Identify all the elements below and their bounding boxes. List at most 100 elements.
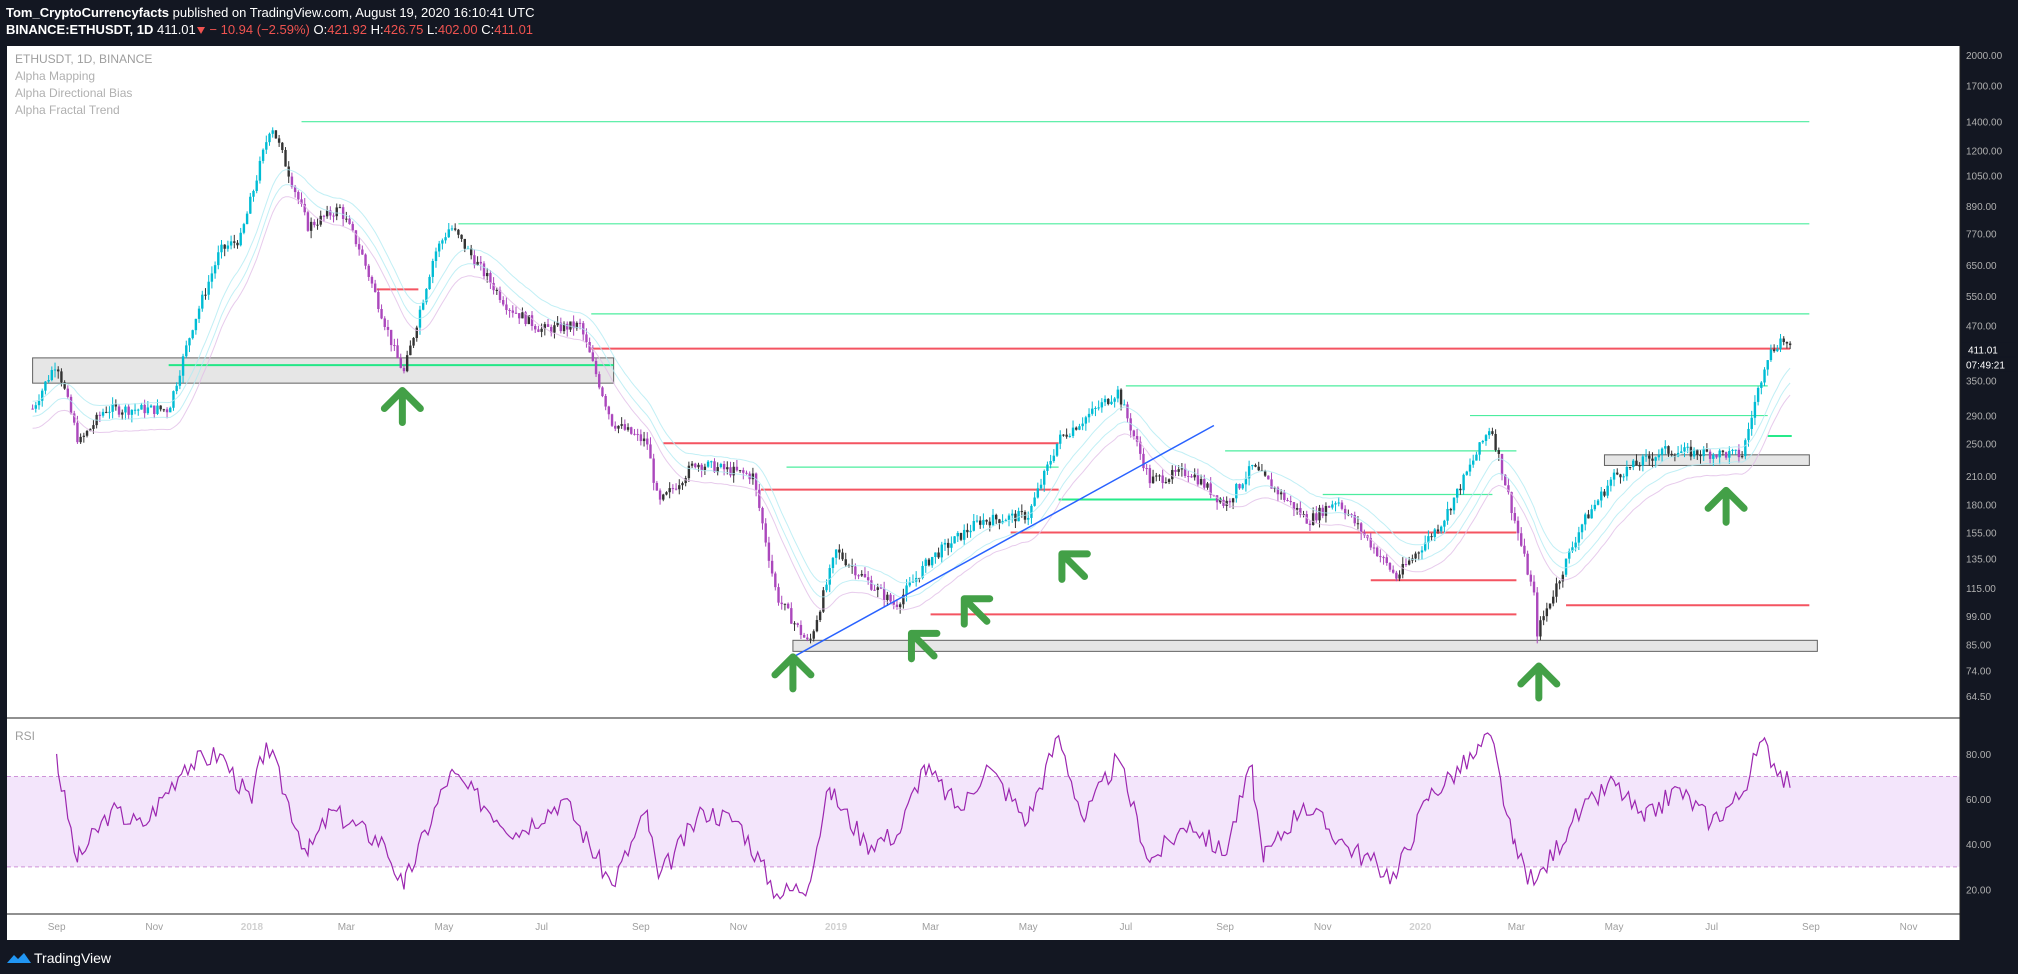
rsi-pane[interactable] [7, 732, 1960, 900]
candle-body [463, 238, 466, 249]
candle-body [546, 324, 550, 327]
time-tick-label: Nov [730, 922, 748, 933]
candle-body [1369, 538, 1372, 548]
candle-body [351, 224, 354, 231]
candle-body [412, 337, 415, 346]
candle-body [1590, 509, 1593, 519]
price-axis[interactable]: 2000.00 1700.00 1400.00 1200.00 1050.00 890.0… [1962, 51, 2016, 703]
arrow-stroke [1058, 550, 1091, 583]
candle-body [85, 430, 89, 436]
candle-body [1007, 515, 1011, 521]
candle-body [73, 413, 76, 423]
candle-body [1737, 449, 1741, 458]
candle-body [329, 210, 332, 216]
candle-body [1721, 450, 1725, 453]
time-tick-label: Mar [922, 922, 940, 933]
candle-body [559, 322, 563, 332]
candle-body [1203, 479, 1206, 488]
candle-body [1145, 468, 1148, 470]
chart-canvas[interactable]: 2000.00 1700.00 1400.00 1200.00 1050.00 890.0… [0, 44, 2018, 942]
tradingview-brand[interactable]: TradingView [34, 950, 112, 966]
candle-body [569, 321, 572, 330]
candle-body [623, 424, 627, 430]
candle-body [1427, 536, 1430, 543]
candle-body [425, 289, 428, 303]
author-name[interactable]: Tom_CryptoCurrencyfacts [6, 5, 170, 20]
candle-body [796, 623, 799, 625]
rsi-axis[interactable]: 80.00 60.00 40.00 20.00 [1966, 750, 1991, 897]
candle-body [1772, 349, 1776, 352]
rsi-tick-label: 40.00 [1966, 840, 1991, 851]
candle-body [1622, 476, 1625, 478]
candle-body [479, 261, 482, 264]
tradingview-logo-icon[interactable] [6, 950, 32, 966]
candle-body [1123, 404, 1126, 406]
candle-body [505, 304, 508, 310]
candle-body [373, 283, 377, 293]
candle-body [572, 321, 575, 329]
candle-body [47, 380, 50, 382]
candle-body [1091, 408, 1094, 414]
candle-body [437, 243, 441, 252]
candle-body [303, 203, 306, 213]
candle-body [665, 492, 668, 495]
candle-body [306, 212, 310, 231]
candle-body [1683, 447, 1686, 452]
candle-body [770, 560, 774, 574]
candle-body [655, 482, 659, 491]
candle-body [530, 315, 534, 326]
candle-body [930, 556, 934, 566]
price-tick-label: 770.00 [1966, 229, 1997, 240]
candle-body [1270, 479, 1273, 489]
candle-body [716, 467, 719, 473]
candle-body [527, 315, 531, 325]
candle-body [639, 434, 643, 442]
candle-body [495, 289, 499, 291]
candle-body [1190, 476, 1193, 478]
candle-body [1728, 450, 1731, 458]
candle-body [261, 149, 265, 161]
candle-body [822, 590, 825, 612]
candle-body [92, 425, 95, 429]
candle-body [940, 544, 943, 558]
arrow-stroke [907, 629, 941, 663]
candle-body [1299, 508, 1302, 515]
candle-body [1171, 469, 1174, 480]
candle-body [876, 587, 879, 590]
time-tick-label: Mar [338, 922, 356, 933]
candle-body [1558, 581, 1561, 584]
candle-body [690, 463, 694, 466]
time-tick-label: Sep [1802, 922, 1820, 933]
candle-body [700, 464, 703, 471]
candle-body [1161, 475, 1164, 483]
candle-body [566, 323, 569, 330]
candle-body [213, 265, 217, 274]
candle-body [1536, 592, 1539, 637]
candle-body [620, 424, 623, 426]
candle-body [1135, 436, 1139, 442]
candle-body [156, 405, 159, 414]
candle-body [873, 589, 876, 591]
candle-body [450, 228, 454, 230]
candle-body [1548, 603, 1552, 609]
arrow-stroke [771, 653, 815, 693]
candle-body [277, 138, 281, 143]
candle-body [1318, 507, 1321, 521]
candle-body [1292, 502, 1296, 510]
time-axis[interactable]: Sep Nov 2018 Mar May Jul Sep Nov 2019 Mar May Jul Se… [48, 922, 1918, 933]
candle-body [834, 549, 838, 558]
price-pane[interactable] [31, 121, 1818, 702]
candle-body [197, 308, 201, 319]
candle-body [1139, 441, 1142, 454]
candle-body [1343, 508, 1347, 515]
candle-body [492, 282, 495, 291]
candle-body [1177, 469, 1180, 472]
candle-body [1068, 435, 1072, 437]
candle-body [995, 514, 998, 520]
legend-indicator-1: Alpha Mapping [15, 69, 95, 83]
candle-body [799, 624, 803, 635]
time-tick-label: Jul [535, 922, 548, 933]
candle-body [668, 488, 671, 493]
candle-body [1788, 343, 1792, 346]
candle-body [534, 325, 537, 330]
